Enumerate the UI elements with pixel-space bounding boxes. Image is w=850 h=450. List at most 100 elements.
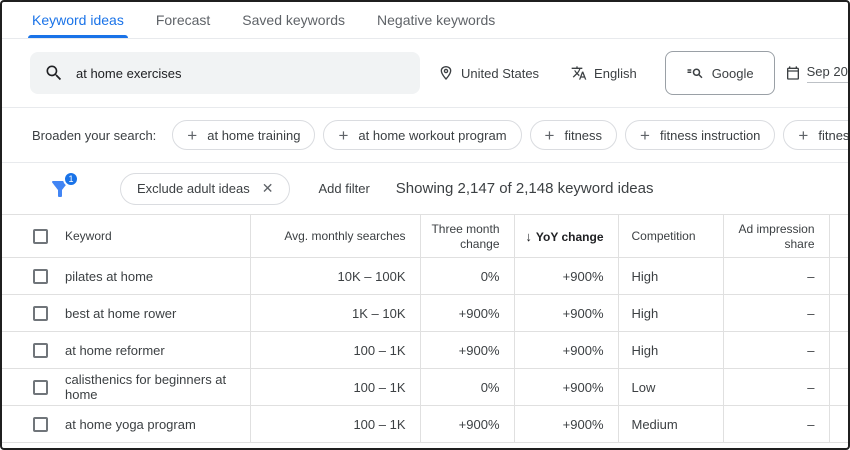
column-header-extra	[828, 214, 848, 258]
extra-cell	[828, 294, 848, 332]
tab-label: Negative keywords	[377, 12, 496, 28]
language-selector[interactable]: English	[571, 65, 637, 81]
plus-icon: +	[798, 125, 809, 145]
row-checkbox[interactable]	[33, 416, 48, 432]
column-header-competition[interactable]: Competition	[617, 214, 723, 258]
table-header-row: Keyword Avg. monthly searches Three mont…	[2, 214, 848, 258]
three-month-change-cell: +900%	[419, 405, 514, 443]
yoy-change-cell: +900%	[513, 405, 618, 443]
keyword-cell: at home reformer	[52, 331, 250, 369]
date-range-value: Sep 2023 – Aug	[806, 64, 848, 83]
chip-label: at home training	[207, 127, 301, 143]
three-month-change-cell: 0%	[419, 368, 514, 406]
keyword-search-input[interactable]: at home exercises	[30, 52, 420, 94]
yoy-change-cell: +900%	[513, 294, 618, 332]
row-checkbox-cell	[2, 294, 52, 332]
tab-negative-keywords[interactable]: Negative keywords	[361, 2, 511, 38]
extra-cell	[828, 331, 848, 369]
ad-impression-share-cell: –	[722, 405, 829, 443]
competition-cell: Medium	[617, 405, 723, 443]
location-value: United States	[461, 65, 540, 81]
column-header-avg-monthly-searches[interactable]: Avg. monthly searches	[249, 214, 420, 258]
row-checkbox-cell	[2, 331, 52, 369]
table-row: at home reformer 100 – 1K +900% +900% Hi…	[2, 331, 848, 369]
yoy-change-cell: +900%	[513, 257, 618, 295]
filter-funnel-icon	[48, 177, 72, 201]
column-header-three-month-change[interactable]: Three month change	[419, 214, 514, 258]
calendar-icon	[785, 65, 801, 81]
avg-monthly-searches-cell: 10K – 100K	[249, 257, 420, 295]
chip-label: fitness classes	[818, 127, 848, 143]
plus-icon: +	[640, 125, 650, 145]
chip-label: fitness instruction	[659, 127, 761, 143]
column-header-keyword[interactable]: Keyword	[52, 214, 250, 258]
column-header-ad-impression-share[interactable]: Ad impression share	[722, 214, 829, 258]
select-all-checkbox[interactable]	[33, 228, 48, 244]
tab-keyword-ideas[interactable]: Keyword ideas	[16, 2, 140, 38]
tab-label: Forecast	[155, 12, 211, 28]
broaden-chip[interactable]: + at home training	[172, 120, 316, 150]
chip-label: at home workout program	[358, 127, 507, 143]
network-value: Google	[711, 65, 754, 81]
close-icon[interactable]: ✕	[261, 180, 274, 196]
row-checkbox-cell	[2, 405, 52, 443]
extra-cell	[828, 368, 848, 406]
row-checkbox[interactable]	[33, 268, 48, 284]
location-selector[interactable]: United States	[438, 65, 539, 81]
yoy-change-cell: +900%	[513, 331, 618, 369]
extra-cell	[828, 257, 848, 295]
tab-saved-keywords[interactable]: Saved keywords	[226, 2, 361, 38]
plus-icon: +	[338, 125, 349, 145]
search-query-text: at home exercises	[76, 65, 182, 81]
ad-impression-share-cell: –	[722, 257, 829, 295]
avg-monthly-searches-cell: 100 – 1K	[249, 368, 420, 406]
plus-icon: +	[544, 125, 555, 145]
table-row: at home yoga program 100 – 1K +900% +900…	[2, 405, 848, 443]
tab-forecast[interactable]: Forecast	[140, 2, 226, 38]
competition-cell: High	[617, 257, 723, 295]
ad-impression-share-cell: –	[722, 294, 829, 332]
location-pin-icon	[438, 65, 454, 81]
ad-impression-share-cell: –	[722, 368, 829, 406]
broaden-search-bar: Broaden your search: + at home training +…	[2, 108, 848, 163]
header-checkbox-cell	[2, 214, 52, 258]
search-icon	[44, 63, 64, 83]
keyword-ideas-table: Keyword Avg. monthly searches Three mont…	[2, 214, 848, 443]
table-row: calisthenics for beginners at home 100 –…	[2, 368, 848, 406]
broaden-chip[interactable]: + fitness classes	[783, 120, 848, 150]
plus-icon: +	[187, 125, 198, 145]
keyword-cell: at home yoga program	[52, 405, 250, 443]
keyword-cell: best at home rower	[52, 294, 250, 332]
row-checkbox[interactable]	[33, 379, 48, 395]
active-filter-chip[interactable]: Exclude adult ideas ✕	[120, 172, 291, 205]
column-header-yoy-change[interactable]: ↓ YoY change	[513, 214, 618, 258]
tab-bar: Keyword ideas Forecast Saved keywords Ne…	[2, 2, 848, 39]
filter-count-badge: 1	[63, 170, 79, 187]
results-summary: Showing 2,147 of 2,148 keyword ideas	[395, 180, 654, 197]
add-filter-button[interactable]: Add filter	[318, 181, 370, 196]
row-checkbox[interactable]	[33, 342, 48, 358]
date-range-selector[interactable]: Sep 2023 – Aug	[785, 64, 848, 83]
tab-label: Keyword ideas	[32, 12, 124, 28]
yoy-change-cell: +900%	[513, 368, 618, 406]
three-month-change-cell: +900%	[419, 294, 514, 332]
table-row: pilates at home 10K – 100K 0% +900% High…	[2, 257, 848, 295]
search-network-selector[interactable]: Google	[664, 51, 775, 95]
broaden-chip[interactable]: + fitness instruction	[625, 120, 776, 150]
row-checkbox[interactable]	[33, 305, 48, 321]
keyword-cell: calisthenics for beginners at home	[52, 368, 250, 406]
broaden-label: Broaden your search:	[32, 127, 157, 143]
broaden-chip[interactable]: + at home workout program	[323, 120, 522, 150]
filter-bar: 1 Exclude adult ideas ✕ Add filter Showi…	[2, 163, 848, 214]
filter-chip-label: Exclude adult ideas	[137, 181, 250, 196]
table-row: best at home rower 1K – 10K +900% +900% …	[2, 294, 848, 332]
row-checkbox-cell	[2, 368, 52, 406]
competition-cell: Low	[617, 368, 723, 406]
three-month-change-cell: 0%	[419, 257, 514, 295]
filter-button[interactable]: 1	[48, 170, 79, 201]
avg-monthly-searches-cell: 100 – 1K	[249, 405, 420, 443]
competition-cell: High	[617, 331, 723, 369]
manage-search-icon	[686, 64, 704, 82]
broaden-chip[interactable]: + fitness	[529, 120, 618, 150]
tab-label: Saved keywords	[242, 12, 346, 28]
